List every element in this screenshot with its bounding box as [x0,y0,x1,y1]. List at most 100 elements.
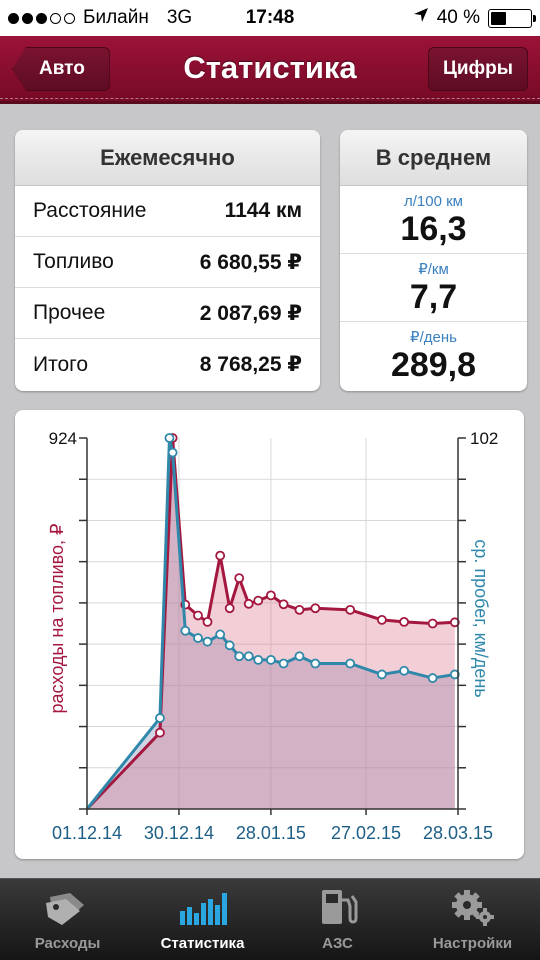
numbers-button[interactable]: Цифры [427,47,528,91]
y2-tick-label: 102 [470,429,498,448]
row-label: Топливо [33,250,114,273]
tab-label: Настройки [432,935,513,952]
data-point [376,669,387,680]
data-point [427,618,438,629]
data-point [234,573,245,584]
tab-settings[interactable]: Настройки [405,879,540,960]
summary-row-total: Итого 8 768,25 ₽ [15,339,320,390]
data-point [449,617,460,628]
data-point [167,447,178,458]
data-point [345,604,356,615]
row-value: 8 768,25 ₽ [199,353,302,376]
clock: 17:48 [245,7,295,28]
average-value: 289,8 [390,346,477,384]
average-value: 7,7 [409,278,458,316]
tags-icon [0,879,135,935]
data-point [155,713,165,723]
tab-label: АЗС [322,935,353,952]
tab-statistics[interactable]: Статистика [135,879,270,960]
x-tick-label: 27.02.15 [331,823,401,843]
y-axis-title: расходы на топливо, ₽ [47,523,67,713]
average-cost-per-day: ₽/день 289,8 [340,322,527,390]
y-tick-label: 924 [49,429,77,448]
average-consumption: л/100 км 16,3 [340,186,527,254]
data-point [224,640,235,651]
data-point [202,636,213,647]
tab-label: Расходы [34,935,101,952]
data-point [180,625,191,636]
x-tick-label: 28.03.15 [423,823,493,843]
data-point [278,658,289,669]
status-bar: Билайн 3G 17:48 40 % [0,0,540,36]
battery-icon [488,8,536,28]
average-value: 16,3 [400,210,467,248]
series-area [87,438,455,809]
data-point [376,614,387,625]
network-type: 3G [166,7,193,28]
y2-axis-title: ср. пробег, км/день [471,539,491,697]
data-point [266,590,276,601]
average-card-title: В среднем [340,130,527,186]
summary-row-fuel: Топливо 6 680,55 ₽ [15,237,320,288]
average-unit: ₽/км [418,261,449,278]
summary-row-distance: Расстояние 1144 км [15,186,320,237]
fuel-pump-icon [270,879,405,935]
data-point [215,550,226,561]
data-point [449,669,460,680]
row-value: 2 087,69 ₽ [199,301,302,325]
average-unit: л/100 км [404,193,463,210]
data-point [399,665,409,676]
x-tick-label: 01.12.14 [52,823,122,843]
data-point [310,658,321,669]
data-point [294,604,305,615]
data-point [253,654,264,665]
carrier-name: Билайн [83,7,149,28]
tab-bar: Расходы Статистика АЗС [0,878,540,960]
data-point [345,658,356,669]
row-value: 6 680,55 ₽ [199,250,302,274]
navigation-bar: Авто Статистика Цифры [0,36,540,104]
data-point [243,651,254,662]
tab-label: Статистика [160,935,245,952]
data-point [294,651,305,662]
average-card: В среднем л/100 км 16,3 ₽/км 7,7 ₽/день … [340,130,527,391]
x-tick-label: 30.12.14 [144,823,214,843]
statistics-chart[interactable]: 924 102 01.12.14 30.12.14 28.01.15 27.02.15 28… [15,410,524,859]
tab-expenses[interactable]: Расходы [0,879,135,960]
data-point [427,673,438,683]
average-unit: ₽/день [410,329,457,346]
data-point [193,633,203,643]
data-point [399,616,409,627]
statistics-chart-card: 924 102 01.12.14 30.12.14 28.01.15 27.02.15 28… [15,410,524,859]
monthly-card-title: Ежемесячно [15,130,320,186]
status-left: Билайн 3G [8,7,192,29]
data-point [234,651,245,662]
data-point [155,727,165,738]
data-point [266,654,276,665]
row-label: Итого [33,352,89,376]
status-right: 40 % [413,7,536,29]
page-title: Статистика [183,50,357,85]
summary-row-other: Прочее 2 087,69 ₽ [15,288,320,339]
data-point [202,616,213,627]
data-point [278,599,289,610]
row-label: Расстояние [33,199,147,222]
data-point [310,603,321,614]
bar-chart-icon [135,879,270,935]
x-tick-label: 28.01.15 [236,823,306,843]
data-point [215,629,226,640]
back-button[interactable]: Авто [12,47,110,91]
average-cost-per-km: ₽/км 7,7 [340,254,527,322]
data-point [224,603,235,614]
location-arrow-icon [413,7,429,29]
battery-percent: 40 % [436,7,480,28]
data-point [253,595,264,606]
tab-gas-stations[interactable]: АЗС [270,879,405,960]
gears-icon [405,879,540,935]
monthly-summary-card: Ежемесячно Расстояние 1144 км Топливо 6 … [15,130,320,391]
row-value: 1144 км [224,199,302,222]
data-point [243,598,254,609]
signal-strength-icon [8,12,75,24]
data-point [193,610,203,621]
row-label: Прочее [33,301,106,324]
